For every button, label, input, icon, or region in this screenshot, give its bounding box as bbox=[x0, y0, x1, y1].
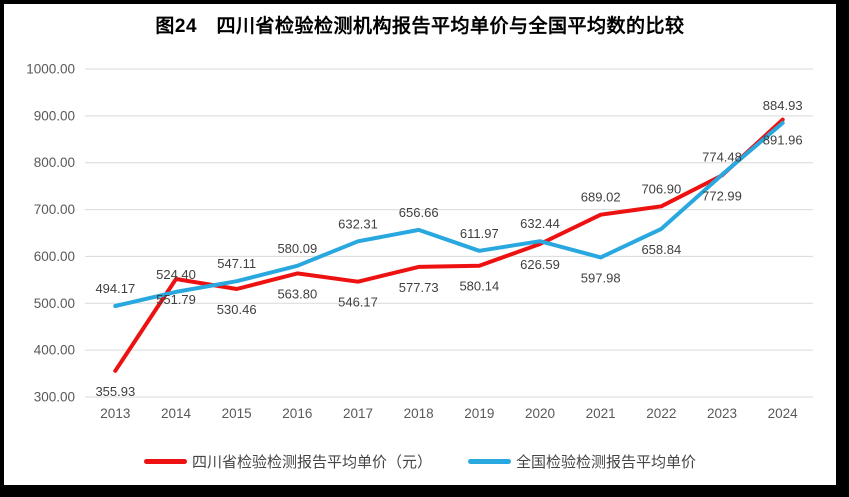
data-label-series-1: 632.44 bbox=[520, 216, 560, 231]
y-tick-label: 700.00 bbox=[34, 202, 75, 217]
x-tick-label: 2018 bbox=[404, 406, 434, 421]
data-label-series-0: 546.17 bbox=[338, 295, 378, 310]
y-tick-label: 900.00 bbox=[34, 108, 75, 123]
x-tick-label: 2019 bbox=[464, 406, 494, 421]
legend-swatch-sichuan bbox=[143, 459, 187, 464]
data-label-series-0: 530.46 bbox=[217, 302, 257, 317]
data-label-series-1: 580.09 bbox=[277, 241, 317, 256]
y-tick-label: 1000.00 bbox=[26, 62, 75, 77]
x-tick-label: 2020 bbox=[525, 406, 555, 421]
line-chart: 1000.00 900.00 800.00 700.00 600.00 500.00 400… bbox=[26, 62, 813, 421]
legend: 四川省检验检测报告平均单价（元） 全国检验检测报告平均单价 bbox=[4, 451, 836, 472]
chart-canvas: 图24 四川省检验检测机构报告平均单价与全国平均数的比较 1000.00 900.… bbox=[4, 4, 836, 485]
data-label-series-1: 774.48 bbox=[702, 150, 742, 165]
x-tick-label: 2013 bbox=[100, 406, 130, 421]
y-tick-label: 500.00 bbox=[34, 296, 75, 311]
x-tick-label: 2014 bbox=[161, 406, 192, 421]
data-label-series-0: 772.99 bbox=[702, 188, 742, 203]
data-label-series-1: 597.98 bbox=[581, 270, 621, 285]
data-label-series-0: 626.59 bbox=[520, 257, 560, 272]
data-label-series-0: 689.02 bbox=[581, 190, 621, 205]
legend-item-national: 全国检验检测报告平均单价 bbox=[468, 451, 696, 472]
data-label-series-0: 580.14 bbox=[459, 279, 499, 294]
y-tick-label: 600.00 bbox=[34, 249, 75, 264]
chart-title: 图24 四川省检验检测机构报告平均单价与全国平均数的比较 bbox=[155, 16, 685, 37]
data-label-series-1: 658.84 bbox=[641, 242, 681, 257]
legend-label-national: 全国检验检测报告平均单价 bbox=[516, 454, 697, 471]
series-line-1 bbox=[113, 120, 785, 308]
x-tick-label: 2017 bbox=[343, 406, 373, 421]
data-label-series-0: 706.90 bbox=[641, 181, 681, 196]
data-label-series-0: 891.96 bbox=[763, 133, 803, 148]
data-label-series-0: 551.79 bbox=[156, 292, 196, 307]
data-label-series-1: 494.17 bbox=[95, 281, 135, 296]
y-tick-label: 800.00 bbox=[34, 155, 75, 170]
data-label-series-1: 547.11 bbox=[217, 256, 256, 271]
data-label-series-0: 563.80 bbox=[277, 286, 317, 301]
series-line-0 bbox=[113, 117, 785, 373]
y-tick-label: 300.00 bbox=[34, 390, 75, 405]
legend-label-sichuan: 四川省检验检测报告平均单价（元） bbox=[191, 454, 432, 471]
data-label-series-1: 632.31 bbox=[338, 216, 378, 231]
y-tick-label: 400.00 bbox=[34, 343, 75, 358]
x-tick-label: 2024 bbox=[768, 406, 799, 421]
x-tick-label: 2023 bbox=[707, 406, 737, 421]
x-tick-label: 2016 bbox=[282, 406, 312, 421]
data-label-series-0: 577.73 bbox=[399, 280, 439, 295]
x-tick-label: 2015 bbox=[222, 406, 252, 421]
data-label-series-1: 524.40 bbox=[156, 267, 196, 282]
x-tick-label: 2022 bbox=[646, 406, 676, 421]
data-label-series-0: 355.93 bbox=[95, 384, 135, 399]
data-label-series-1: 656.66 bbox=[399, 205, 439, 220]
legend-swatch-national bbox=[468, 459, 511, 464]
data-label-series-1: 884.93 bbox=[763, 98, 803, 113]
x-tick-label: 2021 bbox=[586, 406, 616, 421]
legend-item-sichuan: 四川省检验检测报告平均单价（元） bbox=[143, 451, 432, 472]
data-label-series-1: 611.97 bbox=[460, 226, 499, 241]
